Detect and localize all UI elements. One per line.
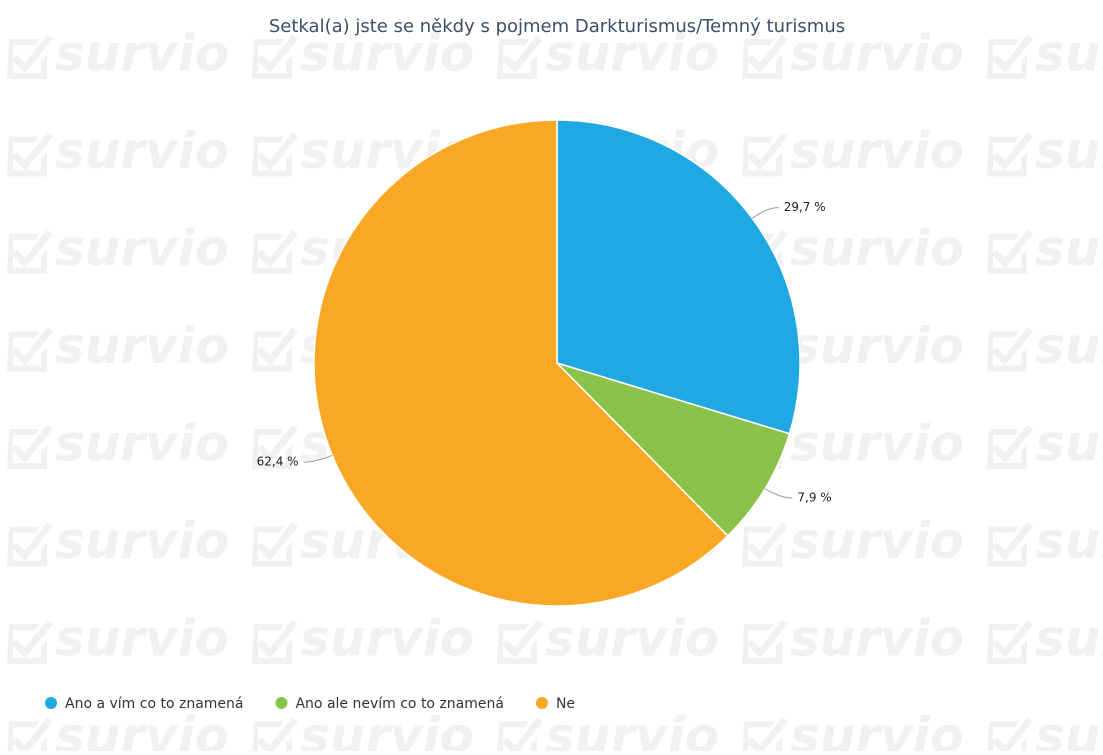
watermark-check [7, 620, 53, 664]
watermark-check [252, 230, 298, 274]
watermark-check [987, 620, 1033, 664]
watermark-check [742, 132, 788, 177]
watermark-check [252, 327, 298, 372]
legend-marker [45, 697, 57, 709]
watermark-check [987, 230, 1033, 274]
watermark: survio [55, 415, 229, 473]
legend-label: Ne [556, 696, 575, 712]
watermark: survio [300, 707, 474, 751]
watermark-check [252, 522, 298, 567]
watermark-check [7, 522, 53, 567]
watermark-check [987, 132, 1033, 177]
watermark-check [497, 717, 543, 755]
pie-slice [556, 362, 791, 537]
watermark: survio [55, 122, 229, 180]
watermark-check [252, 717, 298, 755]
watermark-check [7, 230, 53, 274]
data-label: 7,9 % [797, 490, 831, 504]
watermark-check [7, 425, 53, 469]
watermark: survio [55, 317, 229, 375]
watermark-check [987, 717, 1033, 755]
data-label: 29,7 % [784, 200, 826, 214]
watermark: survio [1035, 610, 1103, 668]
watermark: survio [1035, 512, 1103, 570]
watermark: survio [1035, 707, 1103, 751]
watermark: survio [1035, 415, 1103, 473]
watermark: survio [790, 122, 964, 180]
watermark-check [497, 620, 543, 664]
watermark: survio [790, 25, 964, 83]
data-label: 62,4 % [257, 455, 299, 469]
watermark-check [252, 620, 298, 664]
watermark: survio [55, 25, 229, 83]
legend-marker [275, 697, 288, 709]
leader-line [764, 488, 793, 499]
watermark: survio [55, 512, 229, 570]
watermark-check [252, 132, 298, 177]
watermark: survio [790, 317, 964, 375]
watermark: survio [1035, 25, 1103, 83]
watermark-layer: survio survio survio survio survio survio surv… [7, 25, 1103, 755]
watermark-check [742, 620, 788, 664]
chart-title: Setkal(a) jste se někdy s pojmem Darktur… [269, 16, 845, 37]
watermark: survio [790, 610, 964, 668]
watermark: survio [790, 220, 964, 278]
leader-line [751, 207, 779, 219]
watermark: survio [1035, 122, 1103, 180]
watermark: survio [545, 610, 719, 668]
watermark: survio [300, 25, 474, 83]
watermark-check [7, 132, 53, 177]
watermark-check [987, 35, 1033, 79]
watermark-check [7, 717, 53, 755]
watermark: survio [1035, 220, 1103, 278]
pie-slice [556, 119, 801, 435]
watermark: survio [55, 220, 229, 278]
watermark: survio [55, 707, 229, 751]
watermark: survio [1035, 317, 1103, 375]
watermark-check [252, 35, 298, 79]
watermark: survio [790, 512, 964, 570]
watermark-check [7, 327, 53, 372]
watermark: survio [545, 25, 719, 83]
watermark-check [742, 522, 788, 567]
watermark-check [987, 522, 1033, 567]
watermark: survio [790, 415, 964, 473]
watermark-check [497, 35, 543, 79]
watermark-check [742, 35, 788, 79]
watermark-check [987, 425, 1033, 469]
legend-label: Ano a vím co to znamená [65, 696, 243, 712]
watermark-check [252, 425, 298, 469]
watermark: survio [300, 610, 474, 668]
watermark: survio [790, 707, 964, 751]
watermark: survio [55, 610, 229, 668]
watermark-check [742, 717, 788, 755]
watermark-check [987, 327, 1033, 372]
watermark: survio [545, 707, 719, 751]
legend-label: Ano ale nevím co to znamená [295, 696, 503, 712]
leader-line [303, 454, 333, 463]
watermark-check [7, 35, 53, 79]
legend-marker [535, 697, 548, 709]
